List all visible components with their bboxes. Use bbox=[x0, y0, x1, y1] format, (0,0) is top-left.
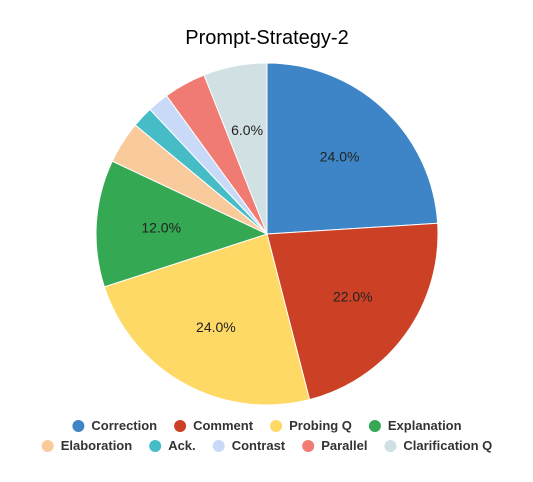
pie-slice-clarification-q bbox=[203, 62, 268, 235]
legend-swatch-contrast bbox=[212, 440, 225, 452]
legend-item-clarification-q: Clarification Q bbox=[384, 438, 492, 453]
legend-item-comment: Comment bbox=[174, 418, 254, 433]
pie-slice-comment bbox=[266, 222, 439, 401]
chart-title: Prompt-Strategy-2 bbox=[185, 27, 348, 49]
legend-item-correction: Correction bbox=[72, 418, 157, 433]
legend-item-contrast: Contrast bbox=[212, 438, 286, 453]
legend-label-comment: Comment bbox=[193, 418, 254, 433]
pie-slice-probing-q bbox=[103, 233, 311, 406]
legend-label-explanation: Explanation bbox=[388, 418, 462, 433]
slice-label-correction: 24.0% bbox=[320, 149, 360, 165]
legend-label-probing-q: Probing Q bbox=[289, 418, 352, 433]
slice-label-explanation: 12.0% bbox=[141, 219, 181, 235]
legend-label-clarification-q: Clarification Q bbox=[403, 438, 492, 453]
slice-label-probing-q: 24.0% bbox=[196, 319, 236, 335]
legend-item-probing-q: Probing Q bbox=[270, 418, 352, 433]
legend-label-parallel: Parallel bbox=[321, 438, 367, 453]
legend-item-elaboration: Elaboration bbox=[41, 438, 133, 453]
legend-label-contrast: Contrast bbox=[232, 438, 286, 453]
pie-slices bbox=[95, 62, 439, 406]
legend: Correction Comment Probing Q Explanation Ela… bbox=[41, 418, 492, 453]
pie-slice-explanation bbox=[95, 160, 269, 288]
slice-labels: 24.0% 22.0% 24.0% 12.0% 6.0% bbox=[141, 122, 372, 335]
legend-item-explanation: Explanation bbox=[368, 418, 462, 433]
slice-label-comment: 22.0% bbox=[333, 288, 373, 304]
legend-label-ack: Ack. bbox=[168, 438, 195, 453]
legend-swatch-ack bbox=[149, 440, 162, 452]
legend-swatch-comment bbox=[174, 420, 187, 432]
legend-swatch-clarification-q bbox=[384, 440, 397, 452]
legend-label-correction: Correction bbox=[91, 418, 157, 433]
legend-swatch-probing-q bbox=[270, 420, 283, 432]
pie-slice-correction bbox=[266, 62, 439, 235]
slice-label-clarification-q: 6.0% bbox=[231, 122, 263, 138]
legend-swatch-parallel bbox=[302, 440, 315, 452]
legend-label-elaboration: Elaboration bbox=[61, 438, 133, 453]
legend-item-parallel: Parallel bbox=[302, 438, 367, 453]
legend-item-ack: Ack. bbox=[149, 438, 196, 453]
legend-swatch-elaboration bbox=[41, 440, 54, 452]
legend-swatch-explanation bbox=[368, 420, 381, 432]
legend-swatch-correction bbox=[72, 420, 85, 432]
